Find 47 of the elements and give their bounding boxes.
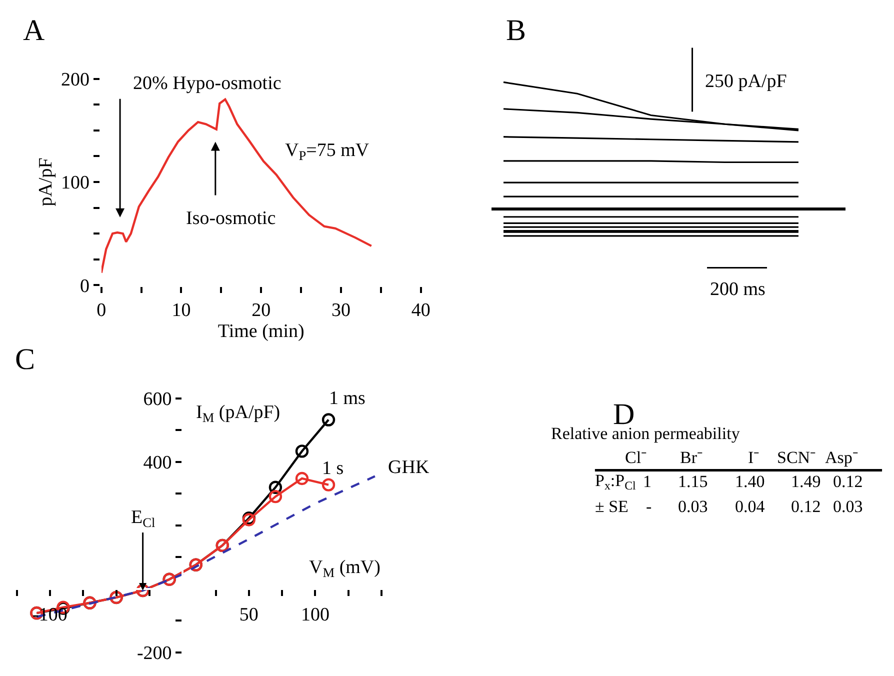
annotation: Iso-osmotic bbox=[186, 208, 276, 229]
chart-title: B bbox=[506, 14, 526, 47]
x-tick-label: 100 bbox=[301, 604, 330, 626]
category-label: Asp⁻ bbox=[825, 448, 858, 467]
x-axis-title: V$_{M}$ (mV) bbox=[309, 557, 380, 580]
y-tick-label: 400 bbox=[143, 452, 172, 474]
text: 0.04 bbox=[735, 497, 765, 516]
annotation: 250 pA/pF bbox=[705, 71, 787, 92]
chart-title: A bbox=[23, 14, 45, 47]
y-tick-label: 100 bbox=[61, 172, 90, 194]
x-tick-label: 40 bbox=[411, 300, 430, 321]
annotation: 20% Hypo-osmotic bbox=[133, 73, 282, 94]
text: 1 bbox=[643, 472, 652, 491]
text: 200 ms bbox=[710, 279, 766, 300]
text: - bbox=[646, 497, 652, 516]
text: 0.12 bbox=[833, 472, 863, 491]
category-label: P$_{x}$:P$_{Cl}$ bbox=[595, 471, 636, 493]
x-axis-title: Time (min) bbox=[218, 320, 304, 342]
category-label: I⁻ bbox=[748, 448, 760, 467]
series-label: 1 ms bbox=[329, 388, 366, 409]
text: 1.49 bbox=[791, 472, 821, 491]
y-axis-title: pA/pF bbox=[35, 158, 56, 206]
category-label: Br⁻ bbox=[680, 448, 703, 467]
text: 0.03 bbox=[833, 497, 863, 516]
annotation: V$_{P}$=75 mV bbox=[285, 140, 370, 163]
y-tick-label: 600 bbox=[143, 389, 172, 410]
category-label: SCN⁻ bbox=[777, 448, 816, 467]
text: 1.40 bbox=[735, 472, 765, 491]
text: Relative anion permeability bbox=[551, 424, 740, 443]
x-tick-label: 30 bbox=[332, 300, 351, 321]
y-tick-label: -200 bbox=[136, 643, 172, 664]
text: 0.03 bbox=[678, 497, 708, 516]
x-tick-label: 50 bbox=[239, 604, 258, 626]
x-tick-label: 20 bbox=[252, 300, 271, 321]
category-label: Cl⁻ bbox=[625, 448, 648, 467]
series-label: GHK bbox=[388, 457, 430, 478]
y-tick-label: 0 bbox=[80, 276, 90, 297]
series-label: 1 s bbox=[322, 458, 344, 479]
x-tick-label: 10 bbox=[172, 300, 191, 321]
chart-title: C bbox=[15, 343, 36, 376]
y-axis-title: I$_{M}$ (pA/pF) bbox=[196, 402, 280, 425]
text: 0.12 bbox=[791, 497, 821, 516]
annotation: E$_{Cl}$ bbox=[131, 507, 156, 530]
category-label: ± SE bbox=[595, 497, 628, 516]
x-tick-label: 0 bbox=[96, 300, 106, 321]
y-tick-label: 200 bbox=[61, 69, 90, 90]
text: 1.15 bbox=[678, 472, 708, 491]
